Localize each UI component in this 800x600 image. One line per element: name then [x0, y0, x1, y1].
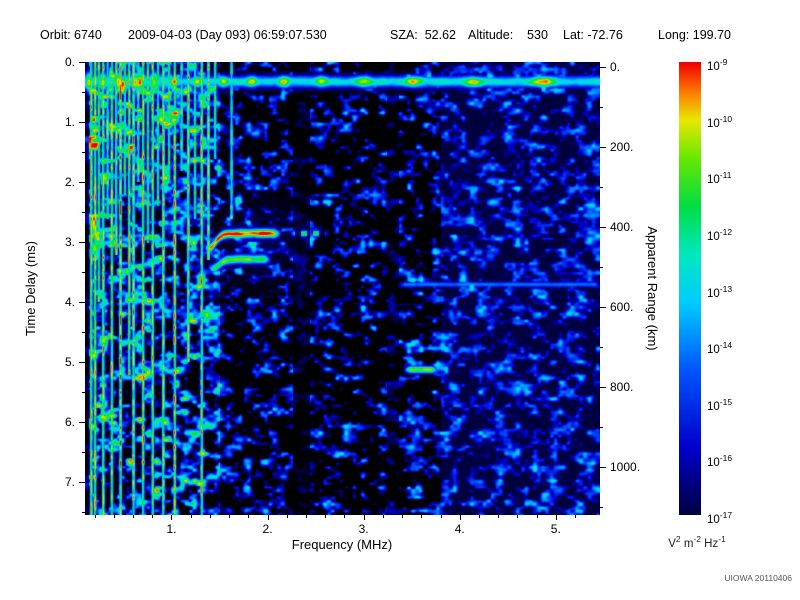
x-tick-label: 3.	[358, 522, 369, 536]
y-tick-label: 0.	[64, 55, 75, 69]
long-field: Long: 199.70	[658, 28, 731, 42]
x-minor-tick	[94, 515, 96, 518]
x-minor-tick	[478, 515, 480, 518]
y-minor-tick	[82, 272, 85, 273]
x-axis-label: Frequency (MHz)	[291, 537, 393, 552]
y-minor-tick	[82, 452, 85, 453]
right-tick-label: 1000.	[610, 459, 641, 474]
y-tick-label: 6.	[64, 415, 75, 429]
colorbar-tick-label: 10-12	[707, 226, 733, 243]
y-tick	[79, 242, 85, 243]
y-tick	[79, 62, 85, 63]
datetime-field: 2009-04-03 (Day 093) 06:59:07.530	[128, 28, 327, 42]
right-tick-label: 800.	[610, 379, 634, 394]
y-minor-tick	[82, 332, 85, 333]
right-tick	[600, 146, 606, 148]
x-tick	[267, 515, 269, 520]
colorbar-unit-label: V2 m-2 Hz-1	[668, 534, 726, 550]
right-tick	[600, 466, 606, 468]
right-minor-tick	[600, 106, 603, 108]
x-minor-tick	[344, 515, 346, 518]
lat-field: Lat: -72.76	[563, 28, 623, 42]
y-axis-label-left: Time Delay (ms)	[23, 241, 38, 336]
x-minor-tick	[517, 515, 519, 518]
y-tick-label: 4.	[64, 295, 75, 309]
y-minor-tick	[82, 92, 85, 93]
x-minor-tick	[286, 515, 288, 518]
x-minor-tick	[325, 515, 327, 518]
colorbar-tick-label: 10-13	[707, 283, 733, 300]
y-minor-tick	[82, 512, 85, 513]
x-minor-tick	[229, 515, 231, 518]
x-minor-tick	[575, 515, 577, 518]
right-tick-label: 400.	[610, 219, 634, 234]
x-minor-tick	[421, 515, 423, 518]
right-minor-tick	[600, 506, 603, 508]
colorbar-tick-label: 10-10	[707, 113, 733, 130]
y-minor-tick	[82, 392, 85, 393]
right-minor-tick	[600, 186, 603, 188]
right-tick-label: 600.	[610, 299, 634, 314]
y-tick-label: 2.	[64, 175, 75, 189]
y-tick	[79, 482, 85, 483]
y-tick-label: 5.	[64, 355, 75, 369]
y-minor-tick	[82, 152, 85, 153]
x-minor-tick	[152, 515, 154, 518]
x-minor-tick	[402, 515, 404, 518]
x-minor-tick	[440, 515, 442, 518]
altitude-field: Altitude: 530	[468, 28, 548, 42]
right-tick-label: 0.	[610, 59, 621, 74]
ionogram-canvas	[85, 62, 600, 515]
x-tick	[555, 515, 557, 520]
x-minor-tick	[113, 515, 115, 518]
x-minor-tick	[209, 515, 211, 518]
x-tick-label: 1.	[166, 522, 177, 536]
y-tick	[79, 422, 85, 423]
y-tick	[79, 362, 85, 363]
colorbar-canvas	[679, 62, 701, 515]
watermark-credit: UIOWA 20110406	[724, 573, 792, 583]
right-tick	[600, 66, 606, 68]
x-tick	[363, 515, 365, 520]
x-tick	[171, 515, 173, 520]
right-tick	[600, 226, 606, 228]
colorbar-tick-label: 10-14	[707, 340, 733, 356]
x-minor-tick	[190, 515, 192, 518]
right-minor-tick	[600, 346, 603, 348]
colorbar-tick-label: 10-9	[707, 57, 728, 73]
orbit-field: Orbit: 6740	[40, 28, 102, 42]
colorbar-tick-label: 10-17	[707, 510, 733, 526]
right-minor-tick	[600, 426, 603, 428]
sza-field: SZA: 52.62	[390, 28, 457, 42]
y-tick	[79, 182, 85, 183]
colorbar-tick-label: 10-16	[707, 453, 733, 470]
x-tick-label: 2.	[262, 522, 273, 536]
x-tick	[459, 515, 461, 520]
x-minor-tick	[498, 515, 500, 518]
y-tick-label: 1.	[64, 115, 75, 129]
right-tick	[600, 306, 606, 308]
colorbar-tick-label: 10-11	[707, 170, 732, 187]
x-tick-label: 5.	[550, 522, 561, 536]
y-tick	[79, 122, 85, 123]
right-tick	[600, 386, 606, 388]
x-minor-tick	[133, 515, 135, 518]
right-tick-label: 200.	[610, 139, 634, 154]
right-minor-tick	[600, 266, 603, 268]
x-minor-tick	[305, 515, 307, 518]
x-minor-tick	[248, 515, 250, 518]
x-minor-tick	[536, 515, 538, 518]
y-tick	[79, 302, 85, 303]
x-tick-label: 4.	[454, 522, 465, 536]
y-axis-label-right: Apparent Range (km)	[645, 226, 660, 351]
y-tick-label: 7.	[64, 475, 75, 489]
y-minor-tick	[82, 212, 85, 213]
x-minor-tick	[382, 515, 384, 518]
colorbar-tick-label: 10-15	[707, 396, 733, 413]
y-tick-label: 3.	[64, 235, 75, 249]
